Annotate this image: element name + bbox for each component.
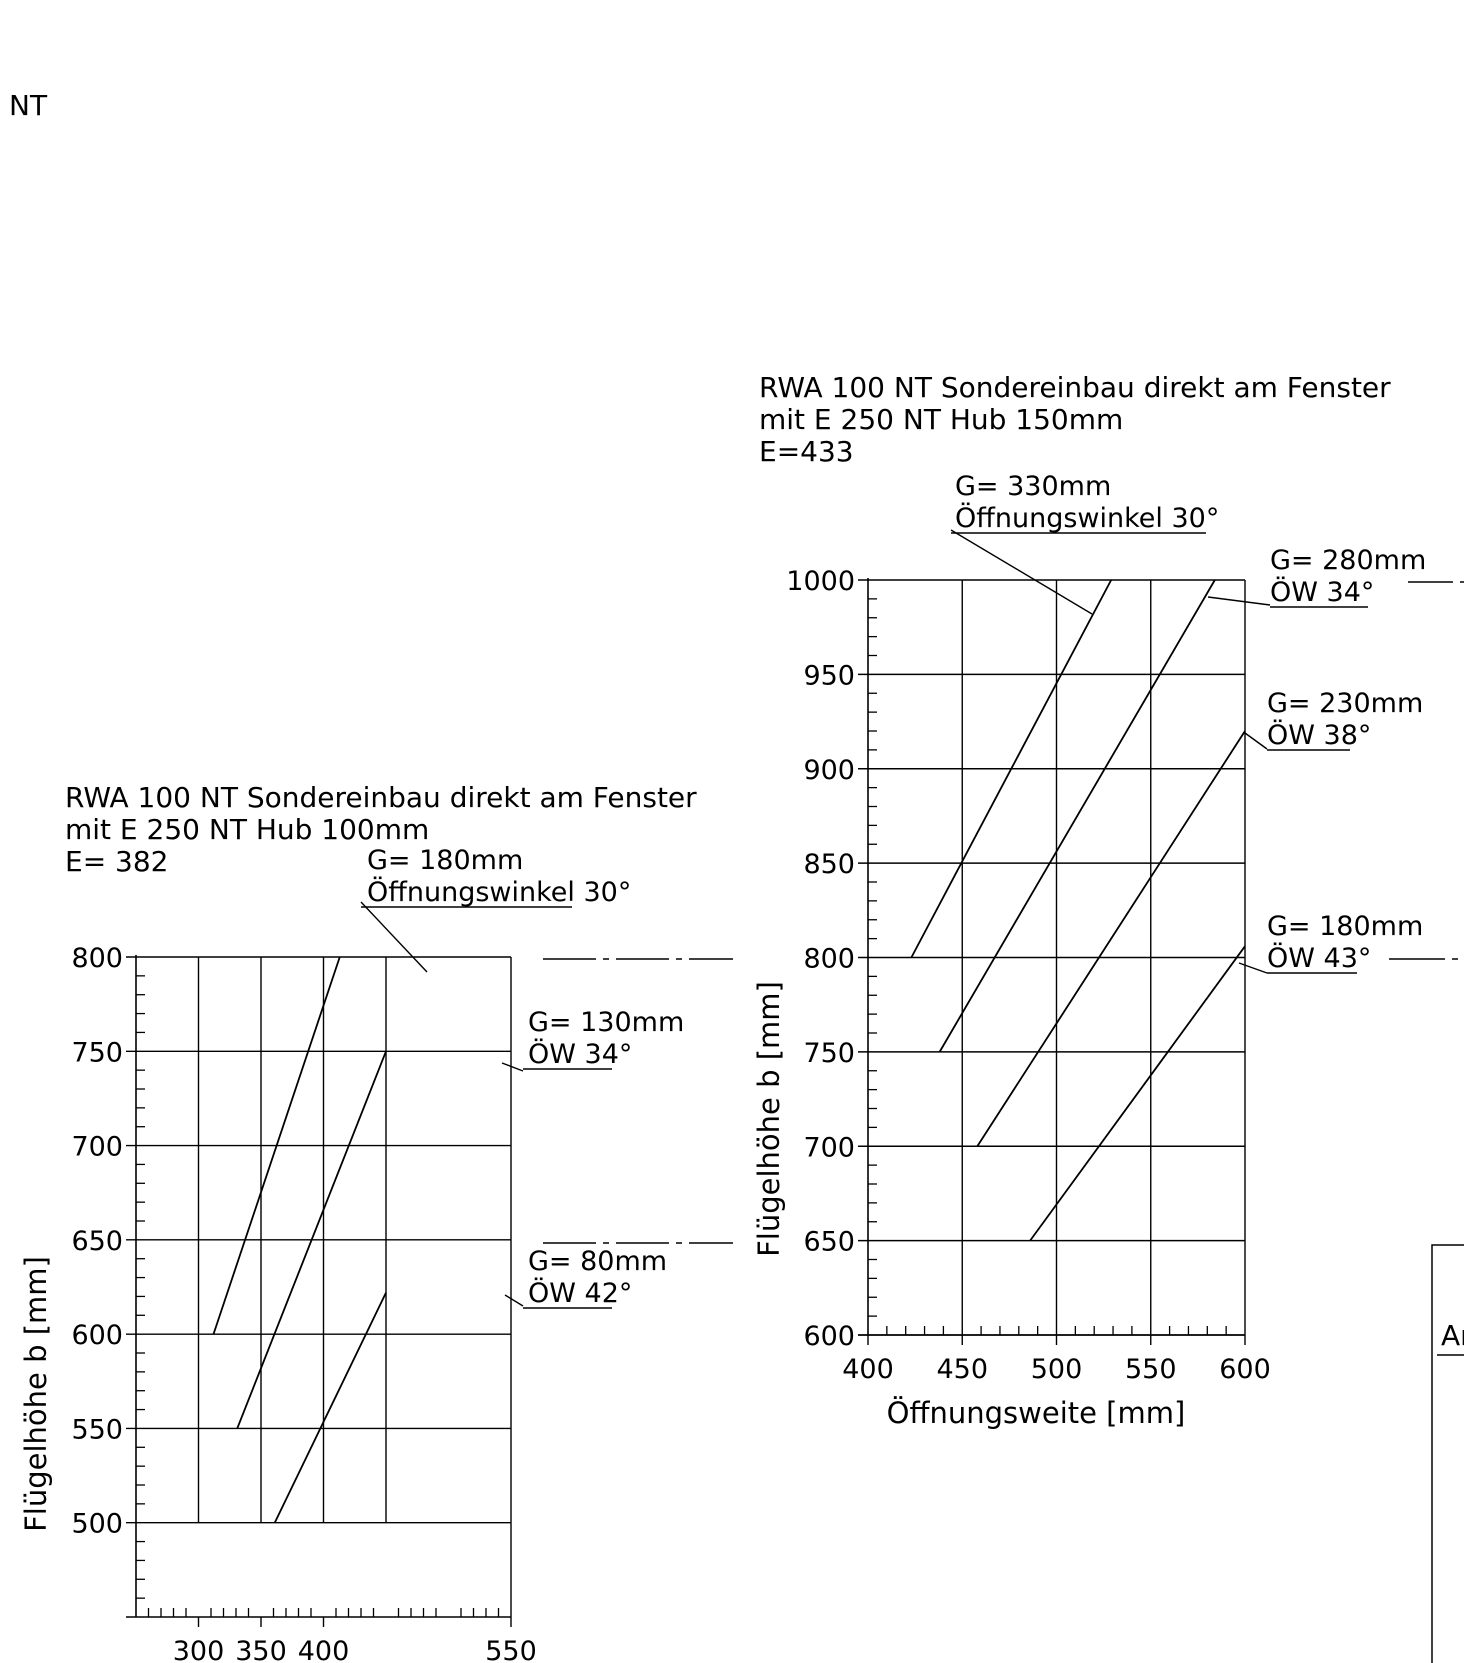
title-block-cut-label: Ar xyxy=(1441,1319,1464,1352)
chart-hub-100: RWA 100 NT Sondereinbau direkt am Fenste… xyxy=(19,781,697,1663)
chart-title-line-1: RWA 100 NT Sondereinbau direkt am Fenste… xyxy=(65,781,697,814)
series-label-line-2: ÖW 43° xyxy=(1267,942,1371,974)
center-lines xyxy=(543,581,1464,1244)
chart-title-line-2: mit E 250 NT Hub 150mm xyxy=(759,403,1123,436)
x-tick-label: 600 xyxy=(1219,1354,1271,1385)
title-block-fragment: Ar xyxy=(1431,1244,1464,1663)
y-tick-label: 550 xyxy=(71,1414,123,1445)
series-label-line-1: G= 130mm xyxy=(528,1007,684,1038)
series-label-line-2: ÖW 34° xyxy=(528,1038,632,1070)
series-label-line-1: G= 330mm xyxy=(955,471,1111,502)
chart-title-line-1: RWA 100 NT Sondereinbau direkt am Fenste… xyxy=(759,371,1391,404)
series-label-line-1: G= 180mm xyxy=(1267,911,1423,942)
series-label-line-2: Öffnungswinkel 30° xyxy=(955,502,1219,534)
series-label-line-2: ÖW 38° xyxy=(1267,719,1371,751)
y-tick-label: 750 xyxy=(803,1038,855,1069)
chart-title-line-2: mit E 250 NT Hub 100mm xyxy=(65,813,429,846)
series-leader-line xyxy=(1238,962,1268,974)
series-line xyxy=(938,579,1216,1053)
series-label-line-2: ÖW 42° xyxy=(528,1277,632,1309)
series-line xyxy=(212,956,341,1335)
y-tick-label: 700 xyxy=(71,1132,123,1163)
series-leader-line xyxy=(1244,732,1268,750)
corner-label: NT xyxy=(9,89,48,122)
y-tick-label: 1000 xyxy=(786,566,855,597)
y-axis-title: Flügelhöhe b [mm] xyxy=(752,981,786,1257)
chart-title-line-3: E=433 xyxy=(759,435,854,468)
x-tick-label: 300 xyxy=(173,1636,225,1663)
series-leader-line xyxy=(1207,596,1271,606)
y-axis-title: Flügelhöhe b [mm] xyxy=(19,1256,53,1532)
series-line xyxy=(236,1050,387,1429)
series-leader-line xyxy=(360,901,428,973)
y-tick-label: 800 xyxy=(71,943,123,974)
series-label-line-1: G= 280mm xyxy=(1270,545,1426,576)
series-label-line-1: G= 80mm xyxy=(528,1246,667,1277)
series-leader-line xyxy=(504,1294,524,1307)
y-tick-label: 800 xyxy=(803,944,855,975)
chart-hub-150: RWA 100 NT Sondereinbau direkt am Fenste… xyxy=(752,371,1426,1430)
x-tick-label: 350 xyxy=(235,1636,287,1663)
y-tick-label: 500 xyxy=(71,1509,123,1540)
y-tick-label: 600 xyxy=(803,1321,855,1352)
series-label-line-1: G= 230mm xyxy=(1267,688,1423,719)
series-line xyxy=(910,579,1112,958)
x-tick-label: 550 xyxy=(1125,1354,1177,1385)
x-tick-label: 400 xyxy=(842,1354,894,1385)
series-label-line-2: Öffnungswinkel 30° xyxy=(367,876,631,908)
x-tick-label: 400 xyxy=(298,1636,350,1663)
x-tick-label: 550 xyxy=(485,1636,537,1663)
y-tick-label: 850 xyxy=(803,849,855,880)
y-tick-label: 750 xyxy=(71,1037,123,1068)
series-leader-line xyxy=(501,1062,524,1072)
x-tick-label: 500 xyxy=(1031,1354,1083,1385)
x-axis-title: Öffnungsweite [mm] xyxy=(887,1396,1186,1430)
y-tick-label: 650 xyxy=(803,1227,855,1258)
y-tick-label: 900 xyxy=(803,755,855,786)
series-label-line-1: G= 180mm xyxy=(367,845,523,876)
y-tick-label: 600 xyxy=(71,1320,123,1351)
chart-title-line-3: E= 382 xyxy=(65,845,169,878)
series-line xyxy=(1029,945,1246,1242)
title-block-border xyxy=(1431,1244,1464,1663)
y-tick-label: 650 xyxy=(71,1226,123,1257)
y-tick-label: 700 xyxy=(803,1132,855,1163)
series-line xyxy=(976,730,1246,1147)
series-leader-line xyxy=(950,529,1093,615)
y-tick-label: 950 xyxy=(803,660,855,691)
series-label-line-2: ÖW 34° xyxy=(1270,576,1374,608)
x-tick-label: 450 xyxy=(936,1354,988,1385)
series-line xyxy=(273,1292,387,1524)
